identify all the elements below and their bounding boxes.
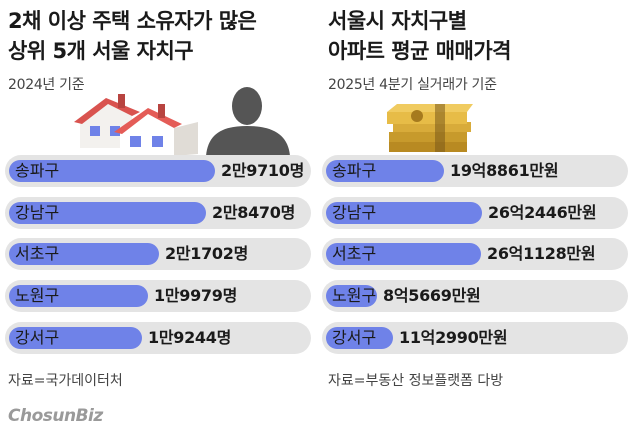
right-chart-subtitle: 2025년 4분기 실거래가 기준 [328,77,497,93]
category-label: 노원구 [15,286,60,305]
bar [326,327,393,349]
bar [326,243,481,265]
data-label: 1만9244명 [148,328,232,347]
data-label: 19억8861만원 [450,161,559,180]
bar [326,285,377,307]
data-label: 26억1128만원 [487,244,596,263]
bar [326,160,444,182]
left-title-line-1: 2채 이상 주택 소유자가 많은 [8,9,257,33]
category-label: 송파구 [15,161,60,180]
data-label: 11억2990만원 [399,328,508,347]
house-icon [114,104,198,156]
person-silhouette-icon [206,87,290,156]
bar [9,285,148,307]
bar [9,327,142,349]
category-label: 서초구 [15,244,60,263]
money-bundle-icon [387,104,473,152]
data-label: 26억2446만원 [488,203,597,222]
houses-owner-illustration [74,87,290,156]
category-label: 강서구 [15,328,60,347]
category-label: 서초구 [332,244,377,263]
chosunbiz-logo: ChosunBiz [8,406,103,426]
bar [9,243,159,265]
category-label: 노원구 [332,286,377,305]
left-source-note: 자료=국가데이터처 [8,373,123,389]
data-label: 2만1702명 [165,244,249,263]
bar [326,202,482,224]
data-label: 1만9979명 [154,286,238,305]
data-label: 2만9710명 [221,161,305,180]
money-stack-illustration [387,104,473,152]
bar [9,160,215,182]
house-icon [74,94,140,148]
right-chart-title: 서울시 자치구별 아파트 평균 매매가격 [328,6,512,66]
right-source-note: 자료=부동산 정보플랫폼 다방 [328,373,504,389]
right-title-line-1: 서울시 자치구별 [328,9,467,33]
left-title-line-2: 상위 5개 서울 자치구 [8,39,194,63]
data-label: 2만8470명 [212,203,296,222]
data-label: 8억5669만원 [383,286,481,305]
category-label: 강서구 [332,328,377,347]
category-label: 강남구 [332,203,377,222]
category-label: 강남구 [15,203,60,222]
right-title-line-2: 아파트 평균 매매가격 [328,39,512,63]
left-chart-subtitle: 2024년 기준 [8,77,85,93]
left-chart-title: 2채 이상 주택 소유자가 많은 상위 5개 서울 자치구 [8,6,257,66]
bar [9,202,206,224]
category-label: 송파구 [332,161,377,180]
